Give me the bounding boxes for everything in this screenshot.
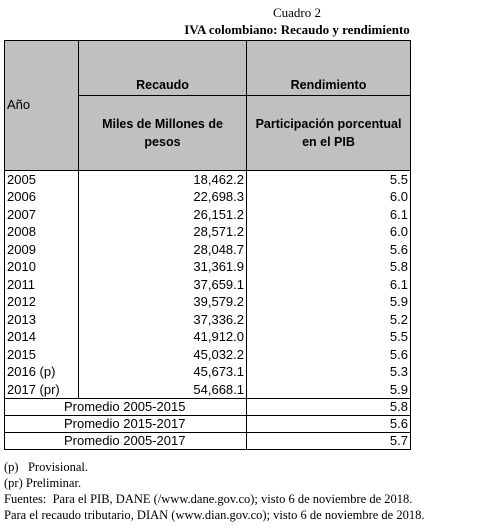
data-row: 2011 37,659.1 6.1	[4, 275, 411, 293]
year-cell: 2008	[4, 223, 79, 241]
value-cell: 18,462.2	[78, 170, 247, 188]
value-cell: 37,659.1	[78, 275, 247, 293]
subtitle: IVA colombiano: Recaudo y rendimiento	[184, 22, 410, 37]
unit-header: Miles de Millones de pesos	[78, 95, 247, 171]
year-cell: 2012	[4, 293, 79, 311]
value-cell: 5.5	[246, 170, 411, 188]
average-row: Promedio 2015-2017 5.6	[4, 414, 411, 434]
value-cell: 45,032.2	[78, 345, 247, 363]
year-cell: 2015	[4, 345, 79, 363]
value-cell: 5.8	[246, 258, 411, 276]
value-cell: 5.9	[246, 293, 411, 311]
year-cell: 2006	[4, 188, 79, 206]
average-label: Promedio 2015-2017	[4, 414, 247, 434]
data-row: 2012 39,579.2 5.9	[4, 293, 411, 311]
year-cell: 2017 (pr)	[4, 380, 79, 398]
average-value: 5.6	[246, 414, 411, 434]
data-row: 2009 28,048.7 5.6	[4, 240, 411, 258]
value-cell: 45,673.1	[78, 363, 247, 381]
year-cell: 2009	[4, 240, 79, 258]
year-cell: 2011	[4, 275, 79, 293]
year-cell: 2014	[4, 328, 79, 346]
average-row: Promedio 2005-2015 5.8	[4, 397, 411, 416]
data-row: 2010 31,361.9 5.8	[4, 258, 411, 276]
group-header: Recaudo	[78, 40, 247, 96]
title: Cuadro 2	[272, 5, 322, 20]
data-row: 2015 45,032.2 5.6	[4, 345, 411, 363]
average-label: Promedio 2005-2015	[4, 397, 247, 416]
value-cell: 39,579.2	[78, 293, 247, 311]
value-cell: 5.9	[246, 380, 411, 398]
value-cell: 6.0	[246, 223, 411, 241]
year-cell: 2016 (p)	[4, 363, 79, 381]
group-header: Rendimiento	[246, 40, 411, 96]
notes: (p) Provisional. (pr) Preliminar. Fuentes:…	[4, 459, 424, 523]
average-value: 5.7	[246, 432, 411, 451]
year-header: Año	[4, 40, 79, 171]
data-row: 2005 18,462.2 5.5	[4, 170, 411, 188]
data-row: 2014 41,912.0 5.5	[4, 328, 411, 346]
year-cell: 2007	[4, 205, 79, 223]
data-row: 2006 22,698.3 6.0	[4, 188, 411, 206]
data-row: 2013 37,336.2 5.2	[4, 310, 411, 328]
value-cell: 41,912.0	[78, 328, 247, 346]
year-cell: 2013	[4, 310, 79, 328]
value-cell: 5.6	[246, 345, 411, 363]
average-label: Promedio 2005-2017	[4, 432, 247, 451]
value-cell: 5.6	[246, 240, 411, 258]
average-value: 5.8	[246, 397, 411, 416]
value-cell: 6.1	[246, 205, 411, 223]
year-cell: 2005	[4, 170, 79, 188]
data-row: 2016 (p) 45,673.1 5.3	[4, 363, 411, 381]
note: Fuentes: Para el PIB, DANE (/www.dane.go…	[4, 492, 413, 506]
value-cell: 37,336.2	[78, 310, 247, 328]
value-cell: 28,571.2	[78, 223, 247, 241]
value-cell: 28,048.7	[78, 240, 247, 258]
table: Año Recaudo Rendimiento Miles de Millone…	[4, 40, 411, 451]
data-row: 2007 26,151.2 6.1	[4, 205, 411, 223]
note: (pr) Preliminar.	[4, 476, 82, 490]
note: (p) Provisional.	[4, 460, 89, 474]
value-cell: 5.5	[246, 328, 411, 346]
value-cell: 54,668.1	[78, 380, 247, 398]
average-row: Promedio 2005-2017 5.7	[4, 432, 411, 451]
value-cell: 5.3	[246, 363, 411, 381]
data-row: 2017 (pr) 54,668.1 5.9	[4, 380, 411, 398]
note: Para el recaudo tributario, DIAN (www.di…	[4, 508, 425, 522]
value-cell: 6.1	[246, 275, 411, 293]
data-row: 2008 28,571.2 6.0	[4, 223, 411, 241]
table-body: 2005 18,462.2 5.5 2006 22,698.3 6.0 2007 26,151…	[4, 170, 411, 451]
value-cell: 31,361.9	[78, 258, 247, 276]
value-cell: 22,698.3	[78, 188, 247, 206]
value-cell: 5.2	[246, 310, 411, 328]
year-cell: 2010	[4, 258, 79, 276]
value-cell: 6.0	[246, 188, 411, 206]
unit-header: Participación porcentual en el PIB	[246, 95, 411, 171]
value-cell: 26,151.2	[78, 205, 247, 223]
